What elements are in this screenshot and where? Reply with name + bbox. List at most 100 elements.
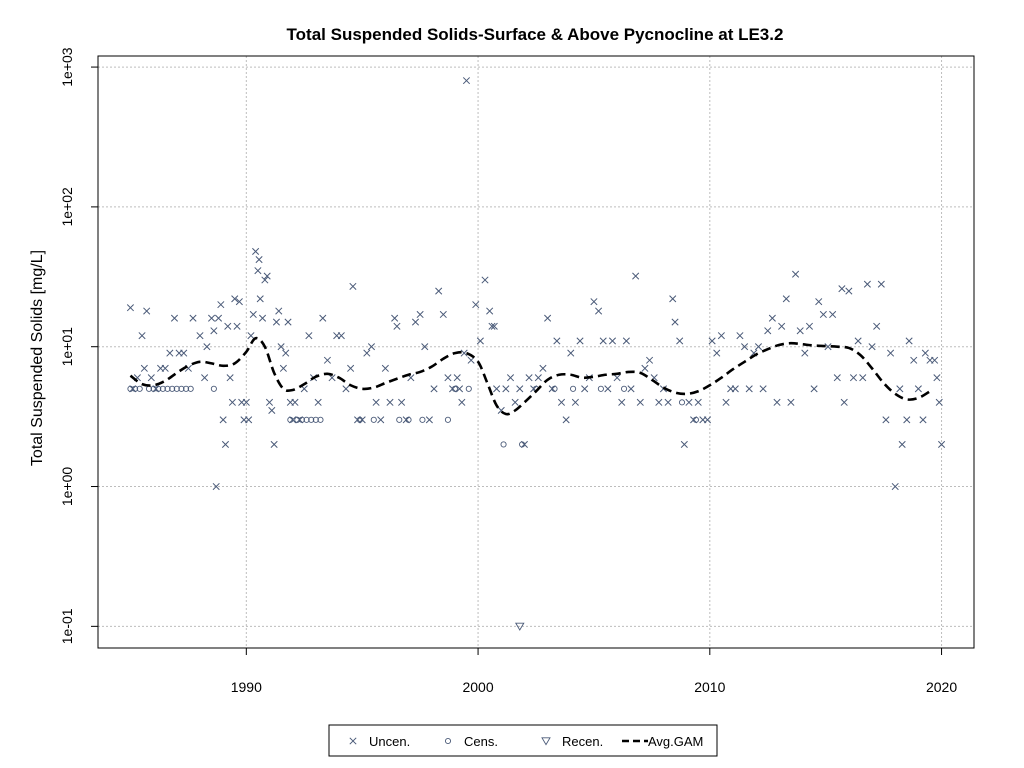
uncensored-point [270,440,278,448]
uncensored-point [768,314,776,322]
uncensored-point [377,416,385,424]
uncensored-point [882,416,890,424]
uncensored-point [778,322,786,330]
legend-item: Recen. [541,734,603,749]
uncensored-point [444,374,452,382]
uncensored-point [557,398,566,406]
censored-point [155,385,162,392]
x-tick-label: 1990 [231,679,262,695]
uncensored-point [676,337,684,345]
uncensored-point [261,276,269,284]
uncensored-point [717,332,725,340]
gam-line [129,336,931,416]
uncensored-point [636,398,644,406]
uncensored-point [935,398,943,406]
uncensored-point [773,398,781,406]
censored-point [465,385,472,392]
uncensored-point [567,349,575,357]
uncensored-point [462,77,471,85]
uncensored-point [931,356,939,364]
uncensored-point [741,343,749,351]
legend-item: Uncen. [349,734,410,749]
censored-point [356,416,363,423]
uncensored-point [476,337,484,345]
censored-point [132,385,139,392]
legend-marker [444,737,452,745]
uncensored-point [189,314,197,322]
uncensored-point [367,343,376,351]
uncensored-point [214,314,223,322]
censored-point [303,416,310,423]
uncensored-point [796,327,804,335]
uncensored-point [453,374,461,382]
uncensored-point [641,364,649,372]
legend-marker [349,737,357,745]
uncensored-point [910,356,918,364]
uncensored-point [905,337,913,345]
uncensored-point [140,364,148,372]
censored-point [164,385,171,392]
recensored-point [514,622,525,631]
censored-point [370,416,377,423]
uncensored-point [203,343,211,351]
uncensored-point [180,349,188,357]
uncensored-point [887,349,895,357]
uncensored-point [599,337,607,345]
uncensored-point [219,416,227,424]
uncensored-point [680,440,688,448]
uncensored-point [859,374,867,382]
uncensored-point [221,440,230,448]
uncensored-point [646,356,654,364]
censored-point [419,416,426,423]
legend-label: Uncen. [369,734,410,749]
uncensored-point [713,349,721,357]
uncensored-point [252,247,260,256]
uncensored-point [891,482,899,491]
uncensored-point [425,416,433,424]
uncensored-point [208,314,216,322]
y-axis-label: Total Suspended Solids [mg/L] [29,250,46,466]
uncensored-point [849,374,858,382]
uncensored-point [166,349,174,357]
uncensored-point [284,318,292,326]
uncensored-point [685,398,693,406]
uncensored-point [265,398,274,406]
uncensored-point [421,343,429,351]
uncensored-point [488,322,496,330]
uncensored-point [840,398,848,406]
uncensored-point [506,374,515,382]
uncensored-point [486,307,494,315]
censored-point [551,385,558,392]
legend-label: Avg.GAM [648,734,703,749]
uncensored-point [562,416,570,424]
uncensored-point [455,385,464,393]
uncensored-point [398,398,406,406]
uncensored-point [595,307,603,315]
uncensored-point [921,349,929,357]
uncensored-point [272,318,280,326]
uncensored-point [590,298,598,306]
x-tick-label: 2000 [462,679,493,695]
uncensored-point [258,314,267,322]
uncensored-point [819,310,827,319]
y-tick-label: 1e+00 [59,467,75,507]
uncensored-point [275,307,283,315]
uncensored-point [460,349,468,357]
uncensored-point [627,385,635,393]
uncensored-point [576,337,584,345]
y-tick-label: 1e+01 [59,327,75,367]
uncensored-point [731,385,739,393]
uncensored-point [622,337,630,345]
uncensored-point [824,343,832,351]
censored-point [287,416,294,423]
uncensored-point [933,374,941,382]
uncensored-point [381,364,389,372]
uncensored-point [938,440,946,448]
y-tick-label: 1e-01 [59,608,75,644]
uncensored-point [217,301,225,309]
uncensored-point [323,356,331,364]
uncensored-point [544,314,552,322]
uncensored-point [914,385,922,393]
uncensored-point [161,364,169,372]
uncensored-point [764,327,772,335]
